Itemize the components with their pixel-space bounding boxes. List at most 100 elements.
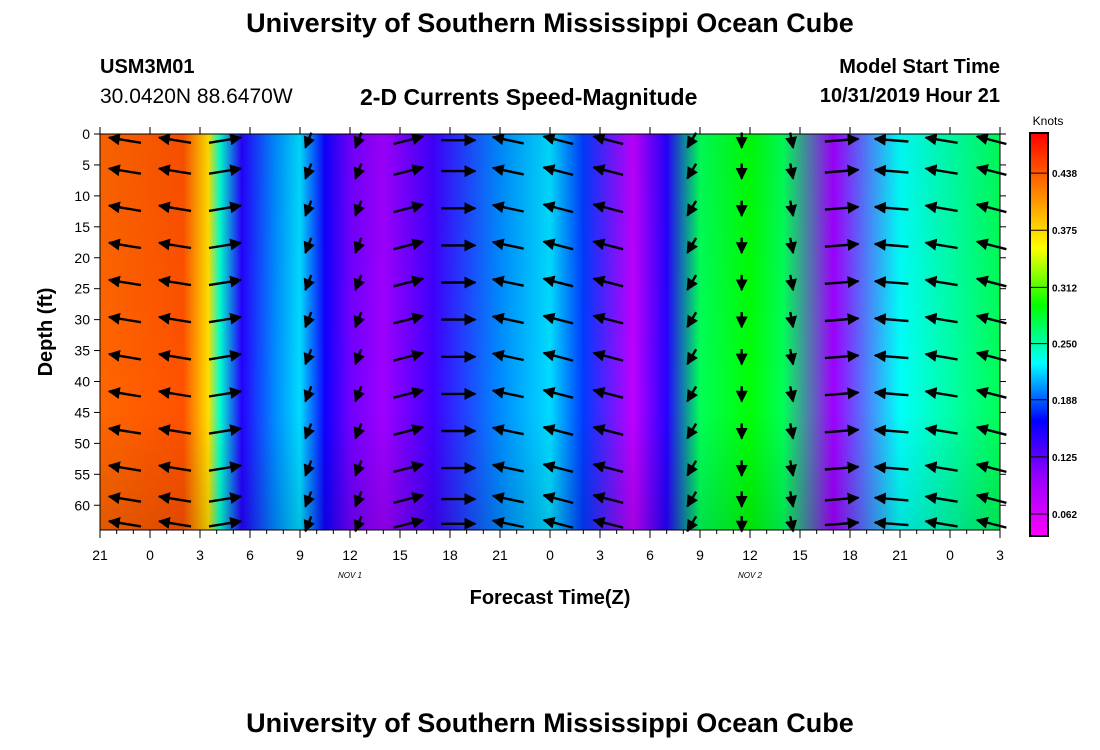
- current-vector-arrow: [491, 164, 524, 177]
- current-vector-arrow: [592, 516, 624, 529]
- current-vector-arrow: [542, 238, 574, 251]
- current-vector-arrow: [542, 424, 574, 436]
- current-vector-arrow: [157, 164, 192, 177]
- colorbar-tick-label: 0.375: [1052, 226, 1077, 237]
- current-vector-arrow: [491, 386, 524, 399]
- current-vector-arrow: [393, 424, 425, 436]
- current-vector-arrow: [873, 517, 909, 530]
- current-vector-arrow: [924, 164, 958, 177]
- colorbar: Knots 0.438 0.375 0.312 0.250 0.188 0.125 0.06…: [1029, 114, 1077, 537]
- current-vector-arrow: [208, 517, 243, 529]
- current-vector-arrow: [303, 200, 315, 217]
- current-vector-arrow: [353, 423, 365, 440]
- x-tick-label: 6: [646, 547, 654, 563]
- current-vector-arrow: [592, 238, 624, 251]
- current-vector-arrow: [924, 387, 958, 399]
- footer-title: University of Southern Mississippi Ocean…: [246, 708, 854, 738]
- current-vector-arrow: [353, 385, 365, 403]
- plot-title: 2-D Currents Speed-Magnitude: [360, 84, 698, 110]
- current-vector-arrow: [491, 349, 524, 362]
- current-vector-arrow: [592, 133, 624, 146]
- colorbar-scale: [1029, 132, 1049, 537]
- current-vector-arrow: [491, 312, 524, 325]
- y-tick-label: 15: [74, 219, 90, 235]
- colorbar-ticks: 0.438 0.375 0.312 0.250 0.188 0.125 0.062: [1030, 169, 1077, 521]
- colorbar-tick-label: 0.438: [1052, 169, 1077, 180]
- current-vector-arrow: [824, 313, 860, 326]
- current-vector-arrow: [208, 461, 243, 474]
- current-vector-arrow: [107, 133, 142, 146]
- current-vector-arrow: [686, 237, 698, 254]
- model-start-value: 10/31/2019 Hour 21: [819, 85, 1000, 107]
- current-vector-arrow: [924, 492, 958, 505]
- current-vector-arrow: [873, 350, 909, 363]
- current-vector-arrow: [107, 164, 142, 177]
- current-vector-arrow: [785, 237, 797, 255]
- current-vector-arrow: [303, 423, 315, 440]
- current-vector-arrow: [975, 424, 1007, 436]
- current-vector-arrow: [592, 275, 624, 288]
- page-title: University of Southern Mississippi Ocean…: [246, 8, 854, 38]
- current-vector-arrow: [592, 201, 624, 214]
- current-vector-arrow: [303, 311, 315, 329]
- current-vector-arrow: [924, 133, 958, 146]
- colorbar-tick-label: 0.125: [1052, 453, 1077, 464]
- y-tick-label: 40: [74, 374, 90, 390]
- current-vector-arrow: [491, 201, 524, 214]
- current-vector-arrow: [107, 517, 142, 529]
- current-vector-arrow: [785, 515, 797, 533]
- current-vector-arrow: [353, 311, 365, 329]
- current-vector-arrow: [491, 238, 524, 251]
- current-vector-arrow: [303, 274, 315, 292]
- current-vector-arrow: [491, 424, 524, 436]
- current-vector-arrow: [303, 237, 315, 255]
- current-vector-arrow: [975, 201, 1007, 214]
- y-axis-label: Depth (ft): [35, 288, 57, 377]
- current-vector-arrow: [157, 312, 192, 325]
- current-vector-arrow: [975, 516, 1007, 529]
- current-vector-arrow: [873, 313, 909, 326]
- colorbar-tick-label: 0.062: [1052, 510, 1077, 521]
- current-vector-arrow: [824, 424, 860, 437]
- current-vector-arrow: [686, 132, 698, 149]
- current-vector-arrow: [785, 423, 797, 440]
- current-vector-arrow: [393, 133, 425, 146]
- current-vector-arrow: [107, 275, 142, 288]
- current-vector-arrow: [393, 516, 425, 529]
- current-vector-arrow: [785, 311, 797, 329]
- current-vector-arrow: [542, 275, 574, 288]
- current-vector-arrow: [824, 133, 860, 146]
- x-tick-label: 3: [996, 547, 1004, 563]
- current-vector-arrow: [592, 164, 624, 177]
- current-vector-arrow: [542, 133, 574, 146]
- current-vector-arrow: [542, 349, 574, 362]
- current-vector-arrow: [924, 312, 958, 325]
- colorbar-tick-label: 0.312: [1052, 283, 1077, 294]
- x-tick-label: 18: [442, 547, 458, 563]
- current-vector-arrow: [924, 517, 958, 529]
- current-vector-arrow: [873, 461, 909, 474]
- current-vector-arrow: [873, 387, 909, 400]
- current-vector-arrow: [208, 349, 243, 362]
- current-vector-arrow: [208, 133, 243, 146]
- current-vector-arrow: [592, 386, 624, 399]
- current-vectors: [107, 132, 1007, 533]
- y-tick-label: 5: [82, 157, 90, 173]
- current-vector-arrow: [303, 385, 315, 403]
- current-vector-arrow: [353, 515, 365, 533]
- current-vector-arrow: [208, 164, 243, 177]
- current-vector-arrow: [303, 348, 315, 366]
- current-vector-arrow: [686, 163, 698, 180]
- current-vector-arrow: [975, 164, 1007, 177]
- current-vector-arrow: [393, 238, 425, 251]
- current-vector-arrow: [975, 133, 1007, 146]
- y-tick-label: 45: [74, 404, 90, 420]
- y-tick-label: 50: [74, 435, 90, 451]
- y-tick-label: 10: [74, 188, 90, 204]
- current-vector-arrow: [353, 491, 365, 508]
- current-vector-arrow: [686, 515, 698, 533]
- current-vector-arrow: [303, 515, 315, 533]
- current-vector-arrow: [107, 201, 142, 214]
- current-vector-arrow: [785, 274, 797, 292]
- current-vector-arrow: [686, 422, 698, 440]
